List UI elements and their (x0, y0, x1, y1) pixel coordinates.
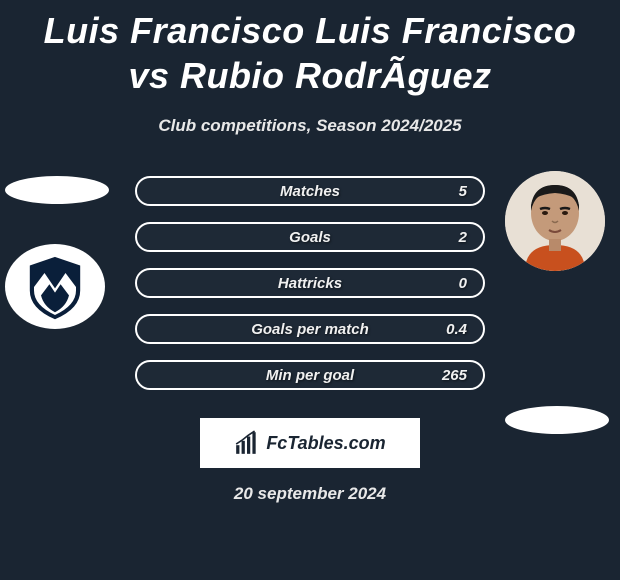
stat-label: Goals per match (251, 321, 369, 338)
stat-value-right: 0 (459, 275, 467, 292)
subtitle: Club competitions, Season 2024/2025 (0, 116, 620, 136)
stat-rows: Matches 5 Goals 2 Hattricks 0 Goals per … (135, 176, 485, 406)
stat-row-goals: Goals 2 (135, 222, 485, 252)
stat-label: Goals (289, 229, 331, 246)
footer-date: 20 september 2024 (0, 484, 620, 504)
stat-value-right: 265 (442, 367, 467, 384)
stat-row-min-per-goal: Min per goal 265 (135, 360, 485, 390)
stat-label: Hattricks (278, 275, 342, 292)
right-club-badge-placeholder (505, 406, 609, 434)
right-player-column (505, 176, 615, 434)
stat-value-right: 5 (459, 183, 467, 200)
stat-value-right: 2 (459, 229, 467, 246)
male-headshot-icon (505, 171, 605, 271)
stat-row-hattricks: Hattricks 0 (135, 268, 485, 298)
right-player-photo (505, 171, 605, 271)
monterrey-shield-icon (20, 252, 90, 322)
stat-label: Matches (280, 183, 340, 200)
stat-value-right: 0.4 (446, 321, 467, 338)
branding-box: FcTables.com (200, 418, 420, 468)
stat-label: Min per goal (266, 367, 354, 384)
stat-row-matches: Matches 5 (135, 176, 485, 206)
left-player-photo-placeholder (5, 176, 109, 204)
stat-row-goals-per-match: Goals per match 0.4 (135, 314, 485, 344)
left-player-column (5, 176, 115, 329)
left-club-badge (5, 244, 105, 329)
bar-chart-icon (234, 430, 260, 456)
page-title: Luis Francisco Luis Francisco vs Rubio R… (0, 0, 620, 98)
stats-area: Matches 5 Goals 2 Hattricks 0 Goals per … (0, 176, 620, 406)
branding-text: FcTables.com (266, 433, 385, 454)
